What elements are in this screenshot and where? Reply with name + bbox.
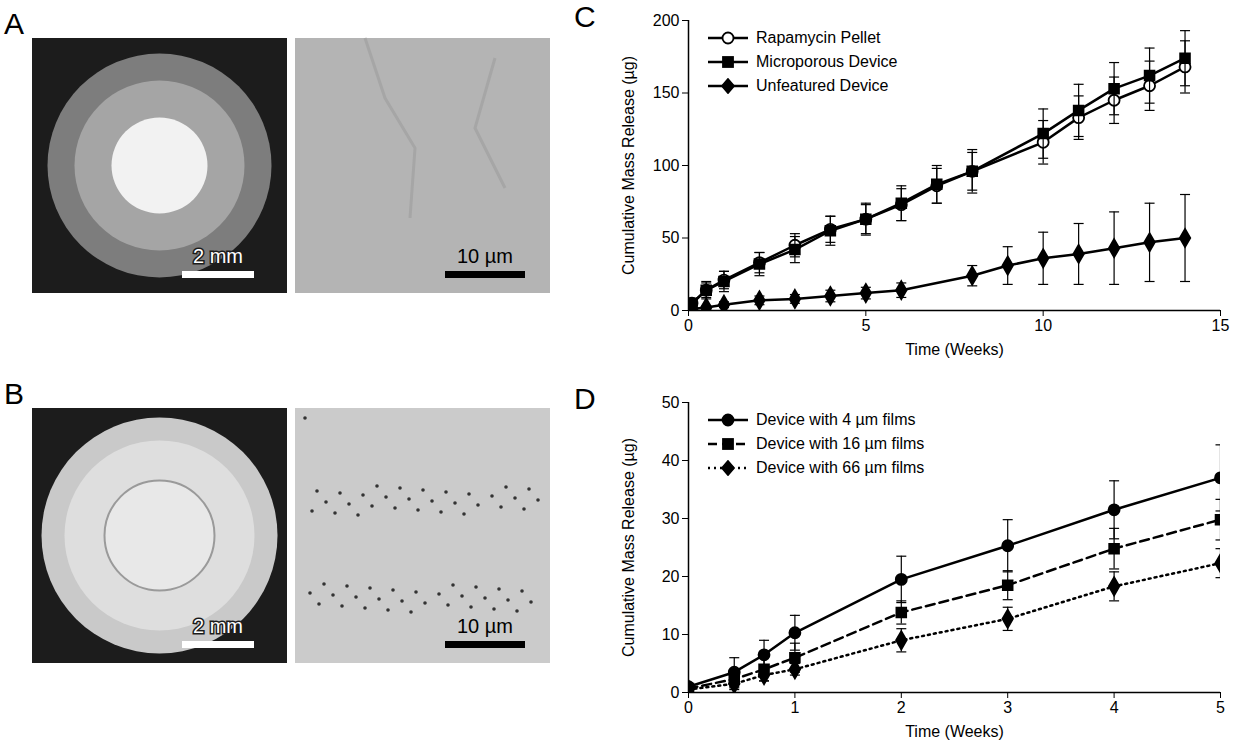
svg-text:A: A bbox=[4, 7, 24, 40]
html-text:Rapamycin Pellet: Rapamycin Pellet bbox=[756, 29, 881, 46]
svg-text:50: 50 bbox=[662, 394, 680, 411]
svg-text:200: 200 bbox=[653, 12, 680, 29]
svg-text:10 µm: 10 µm bbox=[457, 245, 513, 267]
svg-text:10: 10 bbox=[662, 626, 680, 643]
svg-text:10 µm: 10 µm bbox=[457, 615, 513, 637]
html-text:C: C bbox=[574, 0, 596, 33]
svg-text:100: 100 bbox=[653, 157, 680, 174]
svg-text:0: 0 bbox=[671, 302, 680, 319]
svg-text:10: 10 bbox=[1034, 317, 1052, 334]
svg-text:2: 2 bbox=[897, 699, 906, 716]
svg-text:50: 50 bbox=[662, 229, 680, 246]
svg-text:15: 15 bbox=[1212, 317, 1230, 334]
svg-text:2 mm: 2 mm bbox=[193, 615, 243, 637]
svg-text:Cumulative Mass Release (µg): Cumulative Mass Release (µg) bbox=[620, 438, 637, 657]
svg-text:2 mm: 2 mm bbox=[193, 245, 243, 267]
svg-text:B: B bbox=[4, 377, 24, 410]
html-text:D: D bbox=[574, 382, 596, 415]
svg-text:Time (Weeks): Time (Weeks) bbox=[905, 723, 1004, 740]
html-text:Unfeatured Device: Unfeatured Device bbox=[756, 77, 889, 94]
svg-text:40: 40 bbox=[662, 452, 680, 469]
svg-text:3: 3 bbox=[1003, 699, 1012, 716]
svg-text:5: 5 bbox=[861, 317, 870, 334]
svg-text:Time (Weeks): Time (Weeks) bbox=[905, 341, 1004, 358]
html-text:Device with 16 µm films: Device with 16 µm films bbox=[756, 435, 925, 452]
svg-text:30: 30 bbox=[662, 510, 680, 527]
svg-text:20: 20 bbox=[662, 568, 680, 585]
svg-text:0: 0 bbox=[684, 699, 693, 716]
html-text:Device with 4 µm films: Device with 4 µm films bbox=[756, 411, 916, 428]
svg-text:4: 4 bbox=[1110, 699, 1119, 716]
svg-text:5: 5 bbox=[1216, 699, 1225, 716]
svg-text:0: 0 bbox=[671, 684, 680, 701]
svg-text:1: 1 bbox=[790, 699, 799, 716]
html-text:Microporous Device: Microporous Device bbox=[756, 53, 898, 70]
svg-text:Cumulative Mass Release (µg): Cumulative Mass Release (µg) bbox=[620, 56, 637, 275]
svg-text:150: 150 bbox=[653, 84, 680, 101]
html-text:Device with 66 µm films: Device with 66 µm films bbox=[756, 459, 925, 476]
svg-text:0: 0 bbox=[684, 317, 693, 334]
